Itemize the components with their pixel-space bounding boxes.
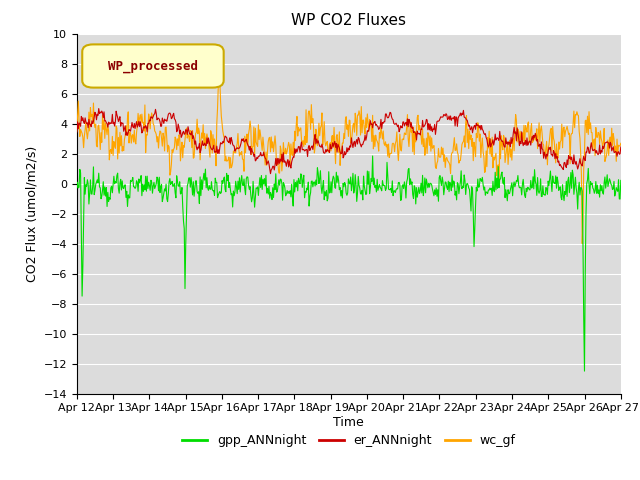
Title: WP CO2 Fluxes: WP CO2 Fluxes [291,13,406,28]
X-axis label: Time: Time [333,416,364,429]
Y-axis label: CO2 Flux (umol/m2/s): CO2 Flux (umol/m2/s) [25,145,38,282]
FancyBboxPatch shape [82,44,224,87]
Text: WP_processed: WP_processed [108,60,198,72]
Legend: gpp_ANNnight, er_ANNnight, wc_gf: gpp_ANNnight, er_ANNnight, wc_gf [177,429,521,452]
